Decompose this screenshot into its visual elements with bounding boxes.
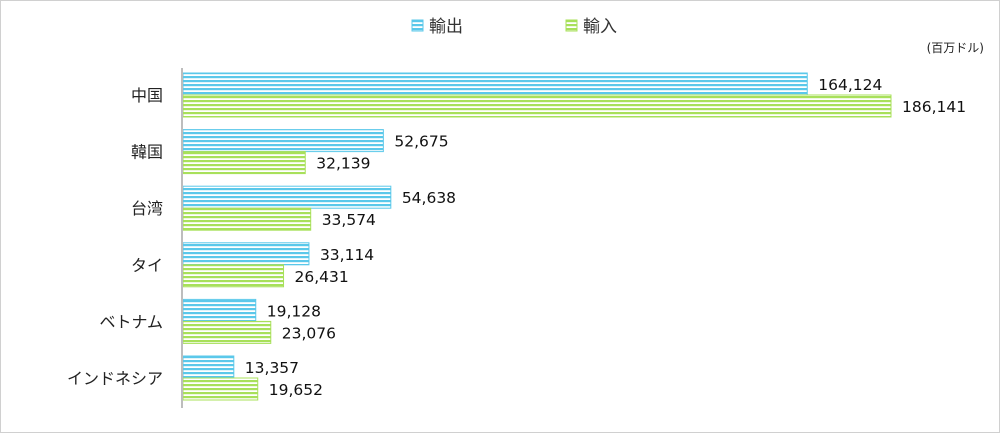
category-label: インドネシア	[67, 369, 163, 388]
data-label-import: 33,574	[322, 211, 376, 229]
data-label-import: 19,652	[269, 381, 323, 399]
bar-export	[182, 242, 310, 266]
data-label-export: 164,124	[818, 76, 882, 94]
category-label: 中国	[131, 86, 163, 105]
data-label-export: 13,357	[245, 359, 299, 377]
bar-import	[182, 264, 285, 288]
legend-label-import: 輸入	[583, 17, 617, 37]
data-label-import: 23,076	[282, 324, 336, 342]
bar-export	[182, 129, 384, 153]
legend: 輸出 輸入	[411, 17, 617, 37]
bar-export	[182, 355, 235, 379]
data-label-import: 32,139	[316, 155, 370, 173]
bar-export	[182, 185, 392, 209]
category-label: ベトナム	[99, 312, 163, 331]
data-label-import: 26,431	[295, 268, 349, 286]
legend-swatch-export	[411, 19, 424, 32]
data-label-export: 33,114	[320, 246, 374, 264]
category-label: タイ	[131, 256, 163, 275]
category-label: 韓国	[131, 143, 163, 162]
bar-import	[182, 151, 306, 175]
category-label: 台湾	[131, 199, 163, 218]
legend-label-export: 輸出	[429, 17, 463, 37]
legend-swatch-import	[565, 19, 578, 32]
bar-import	[182, 320, 272, 344]
bar-import	[182, 377, 259, 401]
data-label-export: 54,638	[402, 189, 456, 207]
data-label-import: 186,141	[902, 98, 966, 116]
bar-export	[182, 72, 808, 96]
bars-layer: 中国 164,124 186,141 韓国 52,675 32,139 台湾 54,638 33…	[67, 72, 966, 401]
bar-import	[182, 207, 312, 231]
bar-import	[182, 94, 892, 118]
bar-export	[182, 298, 257, 322]
data-label-export: 52,675	[394, 133, 448, 151]
data-label-export: 19,128	[267, 302, 321, 320]
unit-label: (百万ドル)	[927, 41, 984, 55]
